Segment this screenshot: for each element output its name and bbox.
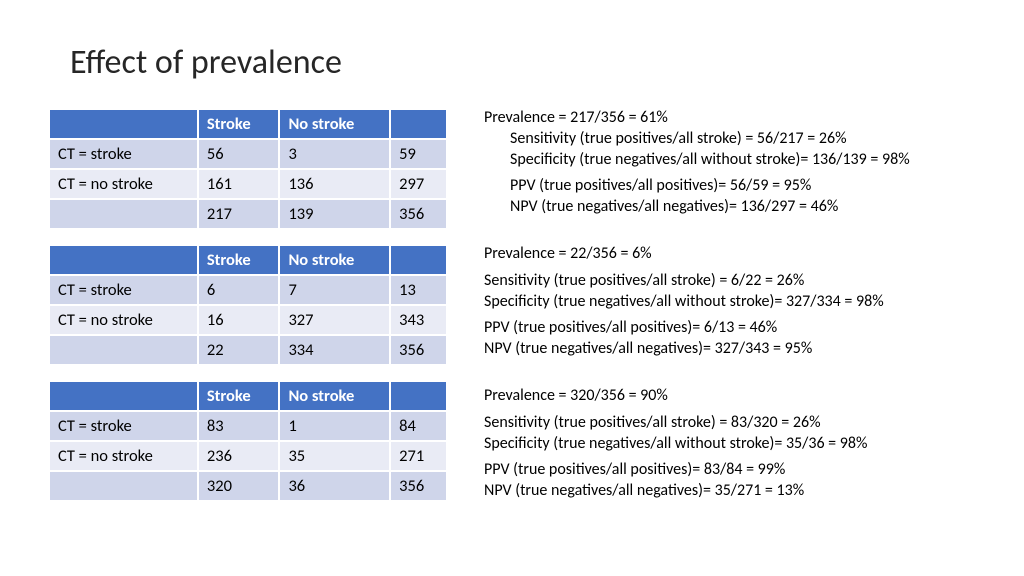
contingency-table-2: Stroke No stroke CT = stroke 6 7 13 CT =… — [48, 244, 448, 366]
header-total — [390, 381, 447, 411]
cell-value: 7 — [279, 275, 390, 305]
cell-value: 84 — [390, 411, 447, 441]
cell-value: 56 — [198, 139, 280, 169]
header-stroke: Stroke — [198, 381, 280, 411]
cell-label: CT = stroke — [49, 275, 198, 305]
header-stroke: Stroke — [198, 109, 280, 139]
cell-value: 35 — [279, 441, 390, 471]
cell-value: 13 — [390, 275, 447, 305]
cell-value: 356 — [390, 471, 447, 501]
header-blank — [49, 381, 198, 411]
stats-block-1: Prevalence = 217/356 = 61% Sensitivity (… — [484, 108, 1004, 218]
sensitivity-line: Sensitivity (true positives/all stroke) … — [484, 413, 1004, 434]
ppv-line: PPV (true positives/all positives)= 6/13… — [484, 318, 1004, 339]
specificity-line: Specificity (true negatives/all without … — [484, 434, 1004, 455]
cell-value: 271 — [390, 441, 447, 471]
stats-block-3: Prevalence = 320/356 = 90% Sensitivity (… — [484, 386, 1004, 502]
prevalence-line: Prevalence = 320/356 = 90% — [484, 386, 1004, 407]
header-blank — [49, 109, 198, 139]
cell-value: 83 — [198, 411, 280, 441]
cell-value: 59 — [390, 139, 447, 169]
table-header-row: Stroke No stroke — [49, 109, 447, 139]
npv-line: NPV (true negatives/all negatives)= 327/… — [484, 339, 1004, 360]
header-blank — [49, 245, 198, 275]
npv-line: NPV (true negatives/all negatives)= 136/… — [484, 197, 1004, 218]
cell-value: 22 — [198, 335, 280, 365]
cell-value: 320 — [198, 471, 280, 501]
ppv-line: PPV (true positives/all positives)= 83/8… — [484, 460, 1004, 481]
cell-label: CT = no stroke — [49, 169, 198, 199]
table-row: 217 139 356 — [49, 199, 447, 229]
table-row: CT = stroke 6 7 13 — [49, 275, 447, 305]
prevalence-line: Prevalence = 217/356 = 61% — [484, 108, 1004, 129]
cell-label: CT = no stroke — [49, 441, 198, 471]
sensitivity-line: Sensitivity (true positives/all stroke) … — [484, 271, 1004, 292]
cell-value: 16 — [198, 305, 280, 335]
header-nostroke: No stroke — [279, 245, 390, 275]
cell-value: 327 — [279, 305, 390, 335]
cell-value: 334 — [279, 335, 390, 365]
cell-label: CT = stroke — [49, 411, 198, 441]
cell-value: 297 — [390, 169, 447, 199]
table-header-row: Stroke No stroke — [49, 381, 447, 411]
header-nostroke: No stroke — [279, 381, 390, 411]
cell-value: 3 — [279, 139, 390, 169]
table-row: CT = no stroke 236 35 271 — [49, 441, 447, 471]
cell-value: 343 — [390, 305, 447, 335]
cell-label: CT = no stroke — [49, 305, 198, 335]
sensitivity-line: Sensitivity (true positives/all stroke) … — [484, 129, 1004, 150]
cell-value: 136 — [279, 169, 390, 199]
cell-value: 139 — [279, 199, 390, 229]
content-area: Stroke No stroke CT = stroke 56 3 59 CT … — [48, 108, 1004, 516]
cell-value: 36 — [279, 471, 390, 501]
cell-label — [49, 471, 198, 501]
contingency-table-3: Stroke No stroke CT = stroke 83 1 84 CT … — [48, 380, 448, 502]
table-header-row: Stroke No stroke — [49, 245, 447, 275]
header-total — [390, 245, 447, 275]
cell-value: 1 — [279, 411, 390, 441]
cell-value: 236 — [198, 441, 280, 471]
cell-value: 356 — [390, 199, 447, 229]
ppv-line: PPV (true positives/all positives)= 56/5… — [484, 176, 1004, 197]
stats-column: Prevalence = 217/356 = 61% Sensitivity (… — [484, 108, 1004, 516]
cell-label — [49, 199, 198, 229]
header-total — [390, 109, 447, 139]
specificity-line: Specificity (true negatives/all without … — [484, 292, 1004, 313]
header-nostroke: No stroke — [279, 109, 390, 139]
table-row: 22 334 356 — [49, 335, 447, 365]
cell-value: 217 — [198, 199, 280, 229]
contingency-table-1: Stroke No stroke CT = stroke 56 3 59 CT … — [48, 108, 448, 230]
tables-column: Stroke No stroke CT = stroke 56 3 59 CT … — [48, 108, 448, 516]
table-row: CT = stroke 83 1 84 — [49, 411, 447, 441]
stats-block-2: Prevalence = 22/356 = 6% Sensitivity (tr… — [484, 244, 1004, 360]
table-row: 320 36 356 — [49, 471, 447, 501]
header-stroke: Stroke — [198, 245, 280, 275]
table-row: CT = no stroke 161 136 297 — [49, 169, 447, 199]
table-row: CT = stroke 56 3 59 — [49, 139, 447, 169]
table-row: CT = no stroke 16 327 343 — [49, 305, 447, 335]
cell-label: CT = stroke — [49, 139, 198, 169]
cell-value: 356 — [390, 335, 447, 365]
cell-value: 6 — [198, 275, 280, 305]
npv-line: NPV (true negatives/all negatives)= 35/2… — [484, 481, 1004, 502]
specificity-line: Specificity (true negatives/all without … — [484, 150, 1004, 171]
cell-value: 161 — [198, 169, 280, 199]
cell-label — [49, 335, 198, 365]
prevalence-line: Prevalence = 22/356 = 6% — [484, 244, 1004, 265]
slide-title: Effect of prevalence — [70, 42, 342, 83]
